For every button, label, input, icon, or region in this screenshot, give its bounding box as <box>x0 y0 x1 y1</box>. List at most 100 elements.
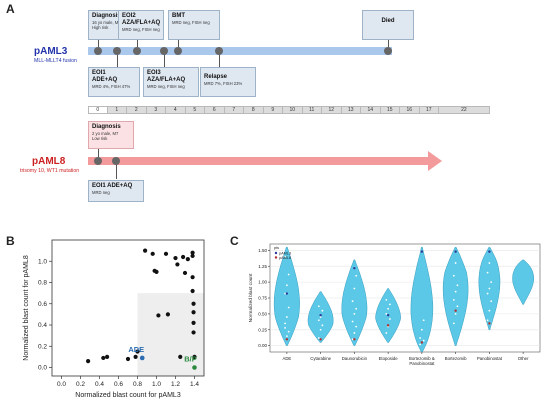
sample-point <box>422 319 425 322</box>
timepoint-dot <box>112 157 120 165</box>
violin-0 <box>273 246 300 346</box>
event-relapse-pAML3: Relapse MRD 7%, FISH 23% <box>200 67 256 97</box>
connector <box>98 40 99 48</box>
sample-point <box>319 328 322 331</box>
scatter-point <box>178 354 183 359</box>
sample-point <box>287 330 290 333</box>
sample-point <box>488 287 491 290</box>
sample-point <box>422 339 425 342</box>
sample-point <box>317 337 320 339</box>
x-tick-label: 1.2 <box>171 381 180 388</box>
y-tick-label: 1.25 <box>258 264 267 269</box>
event-line: MRD 7%, FISH 23% <box>204 81 243 86</box>
event-title2: AZA/FLA+AQ <box>147 77 186 83</box>
scatter-point <box>154 269 159 274</box>
event-eoi3-pAML3: EOI3 AZA/FLA+AQ MRD neg, FISH neg <box>143 67 199 97</box>
month-tick-2: 2 <box>127 106 147 114</box>
timepoint-dot <box>174 47 182 55</box>
violin-chart: 0.00 0.25 0.50 0.75 1.00 1.25 1.50 Normalized b… <box>248 243 541 366</box>
violin-5 <box>442 246 469 346</box>
connector <box>98 149 99 157</box>
pAML3-point <box>386 313 390 317</box>
legend-swatch-pAML3 <box>274 251 278 255</box>
sample-point <box>287 306 290 309</box>
month-tick-1: 1 <box>107 106 127 114</box>
patient-name-pAML8: pAML8 <box>32 156 66 167</box>
pAML8-point <box>386 324 390 327</box>
sample-point <box>387 307 390 310</box>
sample-point <box>389 303 391 306</box>
patient-subtitle-pAML3: MLL-MLLT4 fusion <box>34 58 77 64</box>
event-line: 16 yo male, M5a <box>92 20 123 25</box>
sample-point <box>456 284 459 287</box>
pAML8-point <box>319 338 322 341</box>
x-tick-label: 0.0 <box>57 381 66 388</box>
sample-point <box>385 332 388 334</box>
plot-frame <box>51 239 205 377</box>
sample-point <box>287 273 290 276</box>
sample-point <box>454 262 457 264</box>
sample-point <box>452 299 455 301</box>
month-tick-12: 12 <box>322 106 342 114</box>
highlight-label-bp: B/P <box>184 355 197 364</box>
sample-point <box>488 262 491 264</box>
pAML8-point <box>353 338 356 341</box>
patient-subtitle-pAML8: trisomy 10, WT1 mutation <box>20 168 80 174</box>
connector <box>137 40 138 48</box>
pAML3-point <box>353 266 356 270</box>
sample-point <box>321 309 324 312</box>
event-line: MRD 4%, FISH 47% <box>92 84 131 89</box>
sample-point <box>486 319 489 322</box>
shaded-region <box>137 293 204 376</box>
sample-point <box>284 255 286 258</box>
scatter-point <box>190 288 195 294</box>
scatter-point <box>191 320 196 325</box>
legend-title: pts <box>274 246 279 250</box>
pAML3-point <box>454 250 457 253</box>
sample-point <box>351 300 354 303</box>
violin-7 <box>512 259 535 305</box>
x-tick-label: Other <box>518 356 529 361</box>
scatter-point <box>105 354 110 359</box>
timeline-arrow-icon <box>428 151 442 171</box>
y-tick-label: 0.00 <box>258 343 267 348</box>
event-title: EOI2 <box>122 13 136 19</box>
sample-point <box>284 326 286 329</box>
connector <box>219 55 220 67</box>
event-diagnosis-pAML8: Diagnosis 2 yo male, M7 Low risk <box>88 121 134 149</box>
event-title: Relapse <box>204 74 228 80</box>
x-tick-label-line2: Panobinostat <box>409 361 435 366</box>
timepoint-dot <box>160 47 168 55</box>
y-tick-label: 1.0 <box>38 258 47 265</box>
sample-point <box>353 287 356 290</box>
event-line: MRD neg, FISH neg <box>147 84 185 89</box>
event-title2: ADE+AQ <box>92 77 118 83</box>
legend-swatch-pAML8 <box>274 256 278 259</box>
legend-label-pAML3: pAML3 <box>279 251 291 255</box>
scatter-point <box>181 254 186 260</box>
highlight-point-ade <box>139 355 145 361</box>
connector <box>117 55 118 67</box>
event-line: Low risk <box>92 136 108 142</box>
y-tick-label: 1.50 <box>258 248 267 253</box>
event-died-pAML3: Died <box>362 10 414 40</box>
sample-point <box>355 325 358 328</box>
x-tick-label: 1.4 <box>190 381 199 388</box>
timepoint-dot <box>94 157 102 165</box>
connector <box>388 40 389 48</box>
y-tick-label: 0.50 <box>258 311 267 316</box>
month-tick-4: 4 <box>166 106 186 114</box>
scatter-point <box>182 270 188 276</box>
scatter-point <box>175 262 180 267</box>
scatter-point <box>101 355 106 361</box>
event-title: EOI1 <box>92 70 106 76</box>
month-tick-14: 14 <box>361 106 381 114</box>
scatter-point <box>133 354 138 359</box>
x-tick-label: Etoposide <box>379 356 399 361</box>
sample-point <box>385 312 388 315</box>
event-eoi2-pAML3: EOI2 AZA/FLA+AQ MRD neg, FISH neg <box>118 10 164 40</box>
month-tick-7: 7 <box>224 106 244 114</box>
timepoint-dot <box>384 47 392 55</box>
connector <box>178 40 179 48</box>
sample-point <box>317 319 320 322</box>
